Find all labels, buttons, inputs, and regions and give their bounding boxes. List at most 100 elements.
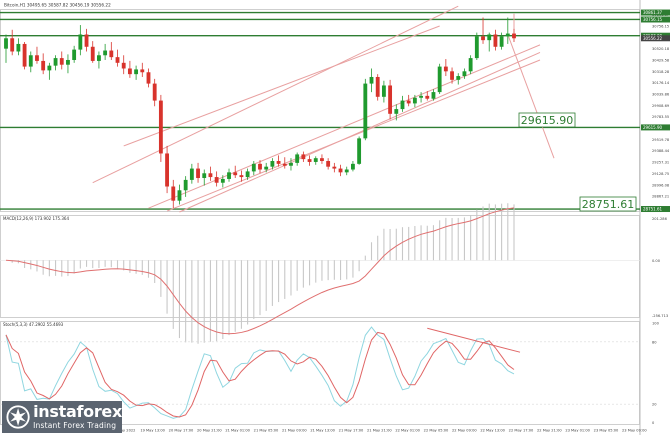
candle[interactable] xyxy=(84,28,89,52)
candle[interactable] xyxy=(381,80,386,103)
stochastic-k-line[interactable] xyxy=(5,326,515,419)
stochastic-panel[interactable]: Stoch(5,3,3) 47.2902 55.4693 100 80 20 0 xyxy=(0,322,660,426)
candle[interactable] xyxy=(332,162,337,173)
stochastic-divergence-line[interactable] xyxy=(427,327,521,353)
candle[interactable] xyxy=(505,17,510,44)
candle[interactable] xyxy=(214,171,219,187)
candle[interactable] xyxy=(109,42,114,60)
candle[interactable] xyxy=(35,46,39,64)
candle[interactable] xyxy=(258,160,262,174)
candle[interactable] xyxy=(301,151,306,162)
candle[interactable] xyxy=(344,166,349,176)
candle[interactable] xyxy=(189,163,194,184)
candle[interactable] xyxy=(431,89,436,101)
candle[interactable] xyxy=(276,155,281,167)
candle[interactable] xyxy=(127,60,132,78)
candle[interactable] xyxy=(481,17,485,44)
candle[interactable] xyxy=(208,166,213,181)
price-axis-tick: 30756.15 xyxy=(652,24,669,28)
trend-channel-line[interactable] xyxy=(148,44,541,209)
candle[interactable] xyxy=(78,25,83,56)
candle[interactable] xyxy=(47,62,52,80)
candle[interactable] xyxy=(289,158,293,171)
candle[interactable] xyxy=(202,169,207,186)
candle[interactable] xyxy=(53,55,58,71)
candle[interactable] xyxy=(97,51,101,69)
candle[interactable] xyxy=(165,145,169,194)
candle[interactable] xyxy=(443,59,448,77)
candle[interactable] xyxy=(307,155,312,166)
candle[interactable] xyxy=(313,156,318,165)
candle[interactable] xyxy=(357,136,362,165)
candle[interactable] xyxy=(41,53,46,75)
macd-signal-line[interactable] xyxy=(5,207,515,335)
candle[interactable] xyxy=(450,67,454,84)
candle[interactable] xyxy=(282,157,287,169)
candle[interactable] xyxy=(270,158,275,170)
candle[interactable] xyxy=(338,164,343,177)
candle[interactable] xyxy=(326,158,331,170)
candle[interactable] xyxy=(474,32,479,60)
projection-line[interactable] xyxy=(507,34,555,159)
candle[interactable] xyxy=(419,92,423,103)
candle[interactable] xyxy=(115,49,120,67)
candle[interactable] xyxy=(227,168,231,182)
trend-channel-line[interactable] xyxy=(92,5,459,184)
stochastic-d-line[interactable] xyxy=(5,331,515,418)
price-panel[interactable]: 29615.90 28751.61 xyxy=(0,5,640,213)
candle[interactable] xyxy=(177,184,182,205)
candle[interactable] xyxy=(121,55,126,75)
candle[interactable] xyxy=(468,55,473,75)
macd-panel[interactable]: MACD(12,26,9) 173.902 175.364 201.286 0.00… xyxy=(0,203,668,344)
candle[interactable] xyxy=(72,45,77,63)
candle[interactable] xyxy=(394,104,399,121)
candle[interactable] xyxy=(400,95,405,112)
candle[interactable] xyxy=(59,51,64,70)
price-target-annotation[interactable]: 28751.61 xyxy=(579,196,637,212)
candle[interactable] xyxy=(22,42,27,70)
trend-channel-line[interactable] xyxy=(166,59,541,212)
trend-channel-line[interactable] xyxy=(179,51,541,213)
candle[interactable] xyxy=(499,32,504,50)
candle[interactable] xyxy=(220,175,225,188)
trend-channel-line[interactable] xyxy=(123,25,440,147)
candle[interactable] xyxy=(320,154,324,164)
candle[interactable] xyxy=(28,51,33,73)
candle[interactable] xyxy=(16,38,21,56)
candle[interactable] xyxy=(512,28,516,43)
candle[interactable] xyxy=(183,176,188,197)
candle[interactable] xyxy=(462,68,467,79)
candle[interactable] xyxy=(493,29,498,51)
candle[interactable] xyxy=(196,162,200,183)
candle[interactable] xyxy=(233,165,238,179)
candle[interactable] xyxy=(66,54,70,74)
candle[interactable] xyxy=(456,73,461,85)
candle[interactable] xyxy=(140,62,145,77)
candle[interactable] xyxy=(152,78,157,107)
candle[interactable] xyxy=(487,32,492,52)
candle[interactable] xyxy=(412,94,417,108)
candle[interactable] xyxy=(10,29,15,56)
candle[interactable] xyxy=(437,63,442,94)
candle[interactable] xyxy=(134,65,139,80)
candle[interactable] xyxy=(406,94,411,107)
candle[interactable] xyxy=(4,34,8,63)
candle[interactable] xyxy=(90,41,95,63)
candle[interactable] xyxy=(245,168,250,180)
candle[interactable] xyxy=(388,79,393,120)
candle[interactable] xyxy=(425,91,430,101)
price-target-annotation[interactable]: 29615.90 xyxy=(518,112,576,128)
candle[interactable] xyxy=(239,170,244,182)
candle[interactable] xyxy=(264,162,269,173)
candle[interactable] xyxy=(171,179,176,209)
candle[interactable] xyxy=(363,78,368,141)
candle[interactable] xyxy=(369,68,374,93)
candle[interactable] xyxy=(146,68,151,88)
candle[interactable] xyxy=(251,161,256,176)
candle[interactable] xyxy=(375,74,380,101)
candle[interactable] xyxy=(158,94,163,162)
candle[interactable] xyxy=(351,161,355,172)
candle[interactable] xyxy=(103,43,108,60)
candle[interactable] xyxy=(295,152,300,166)
